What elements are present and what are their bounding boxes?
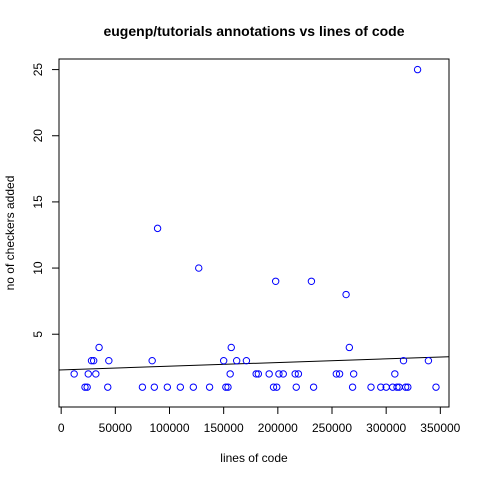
data-point [292,383,300,391]
data-point [227,343,235,352]
x-tick-label: 300000 [366,421,406,435]
x-axis-label: lines of code [220,451,288,465]
data-point [291,370,299,378]
y-tick-label: 5 [31,331,45,338]
data-point [222,383,230,391]
data-point [153,224,162,233]
plot-frame [58,58,450,408]
data-point [275,370,283,378]
data-point [377,383,385,391]
chart-title: eugenp/tutorials annotations vs lines of… [103,23,404,39]
data-point [273,383,281,391]
data-point [224,383,232,391]
data-point [279,370,287,378]
y-tick-label: 10 [31,261,45,275]
data-point [150,383,159,391]
regression-line-group [58,356,450,371]
data-point [189,383,198,391]
x-tick-label: 100000 [149,421,189,435]
data-point [89,356,98,365]
y-tick-label: 20 [31,129,45,143]
data-point [413,65,422,74]
data-point [252,370,260,378]
data-point [70,370,78,378]
data-point [367,383,375,391]
data-point [432,383,440,391]
data-point [309,383,318,391]
data-point [271,277,280,285]
data-point [81,383,89,391]
data-point [148,356,156,365]
x-tick-label: 200000 [258,421,298,435]
x-tick-label: 250000 [312,421,352,435]
data-point [335,370,344,378]
data-point [232,356,241,365]
data-point [84,370,92,378]
data-point [401,383,410,391]
data-point [254,370,263,378]
data-point [348,383,357,391]
x-axis: 0 50000 100000 150000 200000 250000 300000 3500… [58,406,461,435]
x-tick-label: 50000 [99,421,133,435]
data-point [307,277,316,285]
data-point [349,370,358,378]
data-point [87,356,96,365]
x-tick-label: 150000 [204,421,244,435]
y-axis: 5 10 15 20 25 [31,63,60,338]
data-point [176,383,185,391]
data-point [163,383,172,391]
data-point [205,383,214,391]
data-point [226,370,234,378]
data-point [104,383,112,391]
data-point [269,383,278,391]
y-axis-label: no of checkers added [3,176,17,291]
data-point [345,343,354,352]
data-point [195,264,203,272]
data-point [424,356,433,365]
data-point [92,370,100,378]
x-tick-label: 0 [58,421,65,435]
data-point [95,343,103,352]
data-point [391,370,399,378]
data-point [294,370,303,378]
data-point [342,290,350,299]
data-point [83,383,91,391]
data-point [404,383,412,391]
y-tick-label: 25 [31,63,45,77]
data-point [399,356,408,365]
data-point [138,383,147,391]
data-point [242,356,251,365]
regression-line [58,356,450,371]
x-tick-label: 350000 [420,421,460,435]
data-point [265,370,273,378]
data-point [393,383,401,391]
data-point [105,356,113,365]
y-tick-label: 15 [31,195,45,209]
data-points [70,65,440,391]
data-point [219,356,228,365]
data-point [332,370,341,378]
